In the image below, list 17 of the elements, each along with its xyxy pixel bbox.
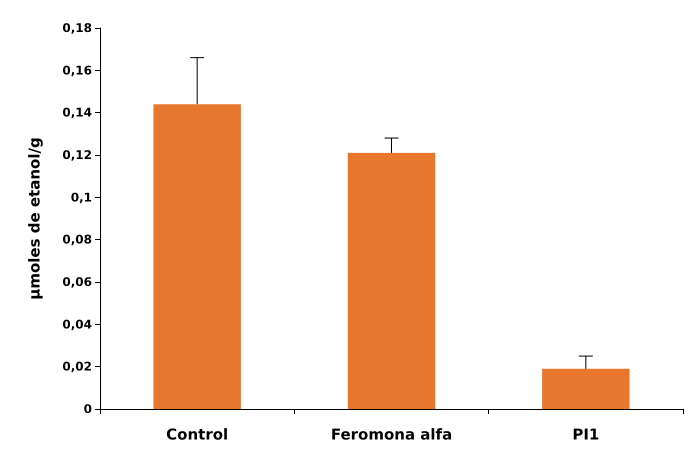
y-tick-label: 0,04 (62, 317, 92, 332)
y-axis-title: µmoles de etanol/g (26, 137, 44, 300)
x-tick-label: Control (166, 426, 228, 444)
bar (153, 104, 241, 409)
x-tick-label: Feromona alfa (330, 426, 452, 444)
bar (542, 368, 630, 409)
y-tick-label: 0,18 (62, 21, 92, 35)
y-tick-label: 0,06 (62, 275, 92, 289)
y-tick-label: 0,14 (62, 106, 92, 120)
y-tick-label: 0,1 (70, 190, 92, 204)
y-tick-label: 0,12 (62, 148, 92, 162)
y-tick-label: 0,08 (62, 232, 92, 247)
x-tick-label: PI1 (572, 426, 600, 444)
y-tick-label: 0,02 (62, 360, 92, 374)
y-tick-label: 0 (84, 402, 92, 416)
y-tick-label: 0,16 (62, 63, 92, 78)
bar (348, 152, 436, 409)
